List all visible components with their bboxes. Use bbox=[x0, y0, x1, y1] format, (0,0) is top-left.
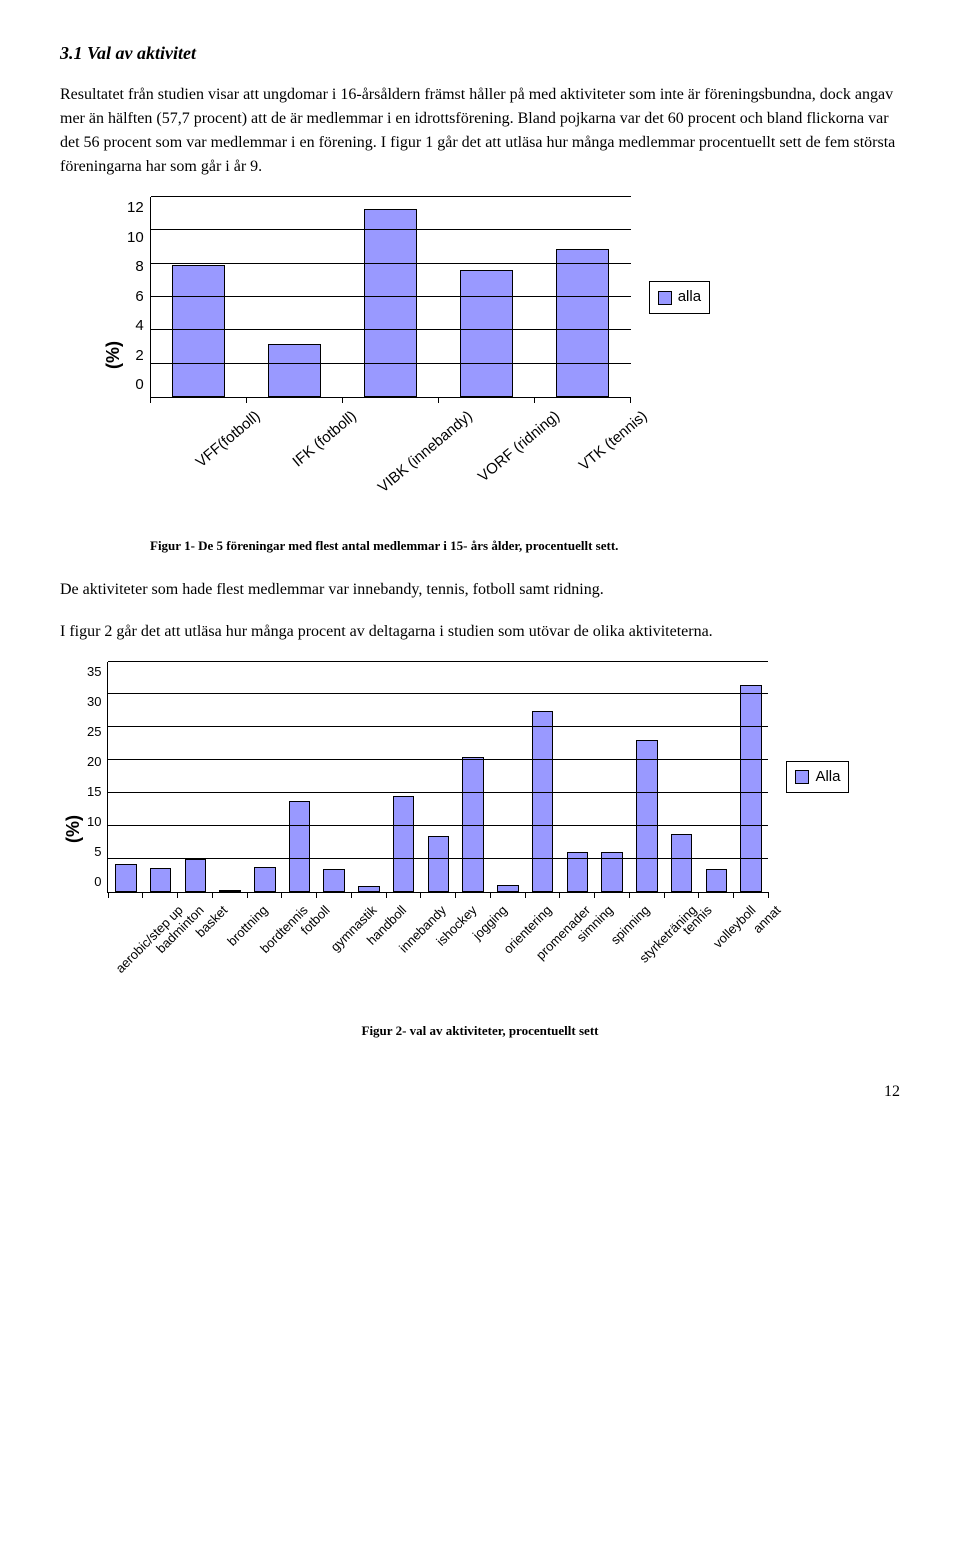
chart1-legend: alla bbox=[649, 281, 710, 314]
bar bbox=[172, 265, 225, 397]
ytick-label: 20 bbox=[87, 752, 101, 772]
ytick-label: 30 bbox=[87, 692, 101, 712]
bar bbox=[219, 890, 241, 892]
ytick-label: 0 bbox=[135, 374, 143, 397]
ytick-label: 8 bbox=[135, 256, 143, 279]
bar bbox=[254, 867, 276, 892]
legend-swatch bbox=[795, 770, 809, 784]
figure-2-caption: Figur 2- val av aktiviteter, procentuell… bbox=[60, 1021, 900, 1041]
bar bbox=[323, 869, 345, 891]
figure-1-caption: Figur 1- De 5 föreningar med flest antal… bbox=[150, 536, 900, 556]
chart1-plot bbox=[150, 197, 631, 398]
bar bbox=[497, 885, 519, 892]
chart2-xlabels: aerobic/step upbadmintonbasketbrottningb… bbox=[107, 893, 767, 997]
legend-swatch bbox=[658, 291, 672, 305]
paragraph-3: I figur 2 går det att utläsa hur många p… bbox=[60, 620, 900, 644]
section-heading: 3.1 Val av aktivitet bbox=[60, 40, 900, 67]
bar bbox=[268, 344, 321, 397]
ytick-label: 25 bbox=[87, 722, 101, 742]
chart2-legend: Alla bbox=[786, 761, 849, 794]
chart2-plot bbox=[107, 662, 768, 893]
chart1-yaxis: 12 10 8 6 4 2 0 bbox=[127, 197, 150, 397]
bar bbox=[532, 711, 554, 892]
chart2-ylabel: (%) bbox=[60, 662, 87, 997]
ytick-label: 12 bbox=[127, 197, 144, 220]
ytick-label: 6 bbox=[135, 286, 143, 309]
bar bbox=[636, 740, 658, 891]
bar bbox=[706, 869, 728, 891]
figure-2: (%) 35 30 25 20 15 10 5 0 Alla aerobic/step upb… bbox=[60, 662, 900, 997]
bar bbox=[185, 859, 207, 892]
ytick-label: 4 bbox=[135, 315, 143, 338]
bar bbox=[289, 801, 311, 892]
chart1-ylabel: (%) bbox=[100, 197, 127, 512]
bar bbox=[393, 796, 415, 891]
bar bbox=[740, 685, 762, 892]
bar bbox=[556, 249, 609, 397]
chart1-xlabels: VFF(fotboll)IFK (fotboll)VIBK (innebandy… bbox=[150, 398, 630, 512]
xtick-label: VTK (tennis) bbox=[574, 406, 652, 477]
ytick-label: 35 bbox=[87, 662, 101, 682]
ytick-label: 10 bbox=[127, 227, 144, 250]
page-number: 12 bbox=[60, 1080, 900, 1104]
paragraph-1: Resultatet från studien visar att ungdom… bbox=[60, 83, 900, 179]
figure-1: (%) 12 10 8 6 4 2 0 alla VFF(fotboll)IFK (fotb… bbox=[100, 197, 900, 512]
ytick-label: 2 bbox=[135, 345, 143, 368]
bar bbox=[150, 868, 172, 892]
bar bbox=[460, 270, 513, 397]
xtick-label: annat bbox=[748, 901, 785, 938]
legend-label: Alla bbox=[815, 766, 840, 789]
ytick-label: 5 bbox=[94, 842, 101, 862]
bar bbox=[115, 864, 137, 892]
legend-label: alla bbox=[678, 286, 701, 309]
ytick-label: 10 bbox=[87, 812, 101, 832]
bar bbox=[358, 886, 380, 891]
paragraph-2: De aktiviteter som hade flest medlemmar … bbox=[60, 578, 900, 602]
bar bbox=[671, 834, 693, 892]
ytick-label: 15 bbox=[87, 782, 101, 802]
bar bbox=[364, 209, 417, 397]
bar bbox=[428, 836, 450, 891]
ytick-label: 0 bbox=[94, 872, 101, 892]
chart2-yaxis: 35 30 25 20 15 10 5 0 bbox=[87, 662, 107, 892]
